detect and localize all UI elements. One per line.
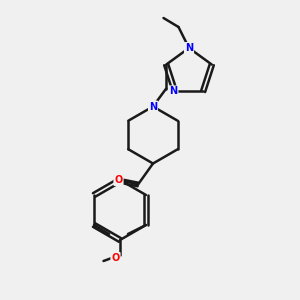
Text: O: O bbox=[114, 175, 123, 185]
Text: N: N bbox=[185, 43, 193, 53]
Text: N: N bbox=[149, 101, 157, 112]
Text: N: N bbox=[169, 86, 178, 96]
Text: O: O bbox=[111, 253, 120, 263]
